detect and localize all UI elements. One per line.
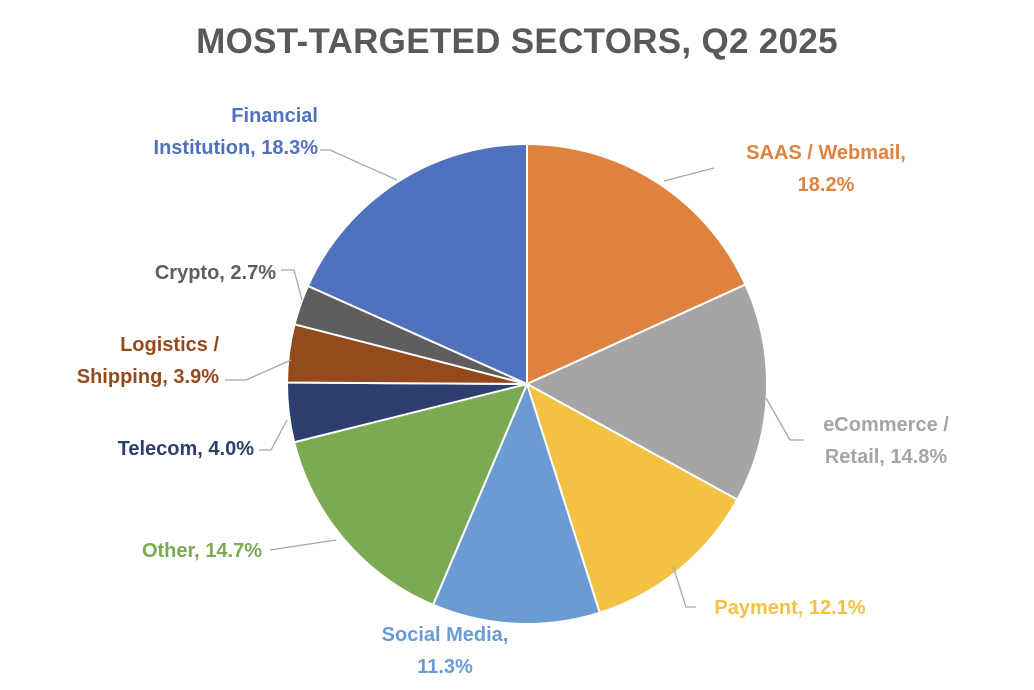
pie-slice-financial-institution	[306, 142, 528, 386]
leader-line-logistics-shipping	[225, 359, 292, 381]
pie-slice-payment	[525, 381, 739, 614]
data-label-crypto: Crypto, 2.7%	[155, 262, 276, 284]
data-label-saas-webmail: SAAS / Webmail, 18.2%	[746, 142, 906, 196]
data-label-telecom: Telecom, 4.0%	[118, 438, 255, 460]
data-label-line: Institution, 18.3%	[154, 137, 319, 159]
data-label-other: Other, 14.7%	[142, 540, 262, 562]
leader-line-other	[269, 539, 337, 551]
data-label-line: Financial	[231, 105, 318, 127]
pie-slice-ecommerce-retail	[524, 283, 768, 501]
leader-line-saas-webmail	[663, 167, 715, 182]
data-label-financial-institution: Financial Institution, 18.3%	[154, 105, 319, 159]
data-label-line: 18.2%	[798, 174, 855, 196]
pie-slice-saas-webmail	[526, 142, 747, 386]
data-label-line: SAAS / Webmail,	[746, 142, 906, 164]
data-label-ecommerce-retail: eCommerce / Retail, 14.8%	[823, 414, 949, 468]
pie-slice-social-media	[431, 381, 601, 625]
data-label-line: eCommerce /	[823, 414, 949, 436]
data-label-payment: Payment, 12.1%	[714, 597, 865, 619]
pie-slice-other	[292, 382, 529, 607]
data-label-line: Retail, 14.8%	[825, 446, 948, 468]
data-label-line: Payment, 12.1%	[714, 597, 865, 619]
leader-line-financial-institution	[320, 149, 398, 181]
data-label-line: Crypto, 2.7%	[155, 262, 276, 284]
leader-line-crypto	[281, 269, 303, 301]
leader-line-payment	[672, 565, 696, 608]
chart-title: MOST-TARGETED SECTORS, Q2 2025	[196, 22, 838, 61]
leader-line-ecommerce-retail	[765, 397, 804, 441]
data-label-logistics-shipping: Logistics / Shipping, 3.9%	[77, 334, 220, 388]
leader-line-telecom	[259, 419, 288, 451]
data-label-line: Shipping, 3.9%	[77, 366, 219, 388]
data-label-line: Logistics /	[120, 334, 219, 356]
data-label-line: Other, 14.7%	[142, 540, 262, 562]
data-label-line: 11.3%	[417, 656, 473, 678]
data-label-line: Telecom, 4.0%	[118, 438, 255, 460]
data-label-social-media: Social Media, 11.3%	[382, 624, 509, 678]
data-label-line: Social Media,	[382, 624, 509, 646]
